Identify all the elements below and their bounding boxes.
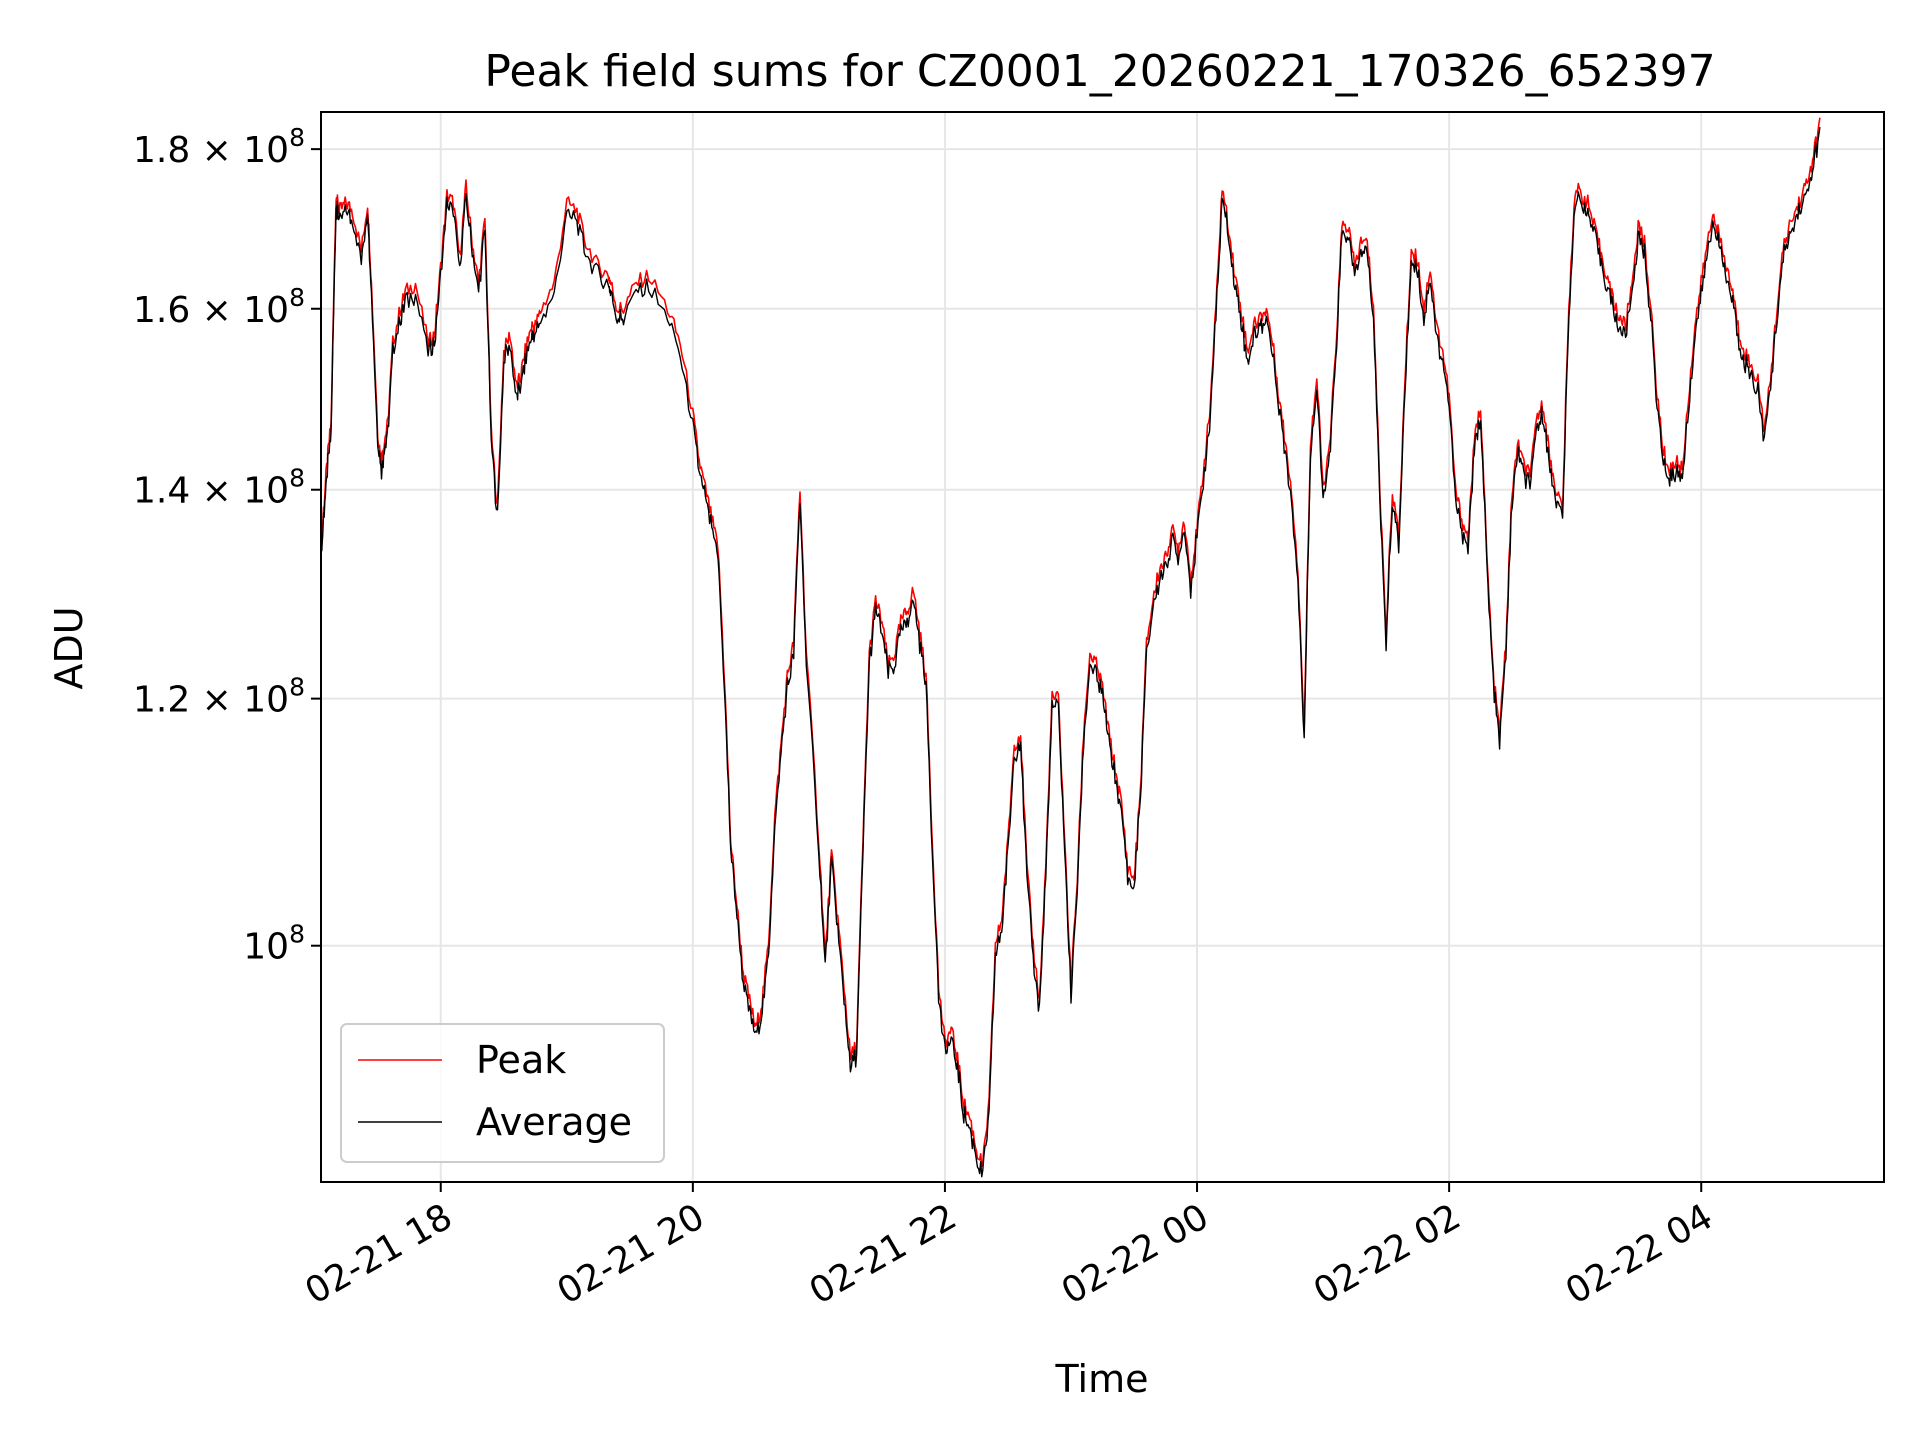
- legend-label-average: Average: [476, 1100, 632, 1144]
- series-layer: [320, 117, 1821, 1178]
- chart-title: Peak field sums for CZ0001_20260221_1703…: [484, 46, 1715, 97]
- gridlines: [321, 112, 1884, 1182]
- plot-frame: [320, 111, 1885, 1183]
- series-peak-line: [320, 117, 1821, 1168]
- y-tick-label: 1.8 × 108: [133, 123, 305, 171]
- legend: Peak Average: [340, 1023, 665, 1163]
- series-average-line: [320, 127, 1821, 1178]
- legend-label-peak: Peak: [476, 1038, 566, 1082]
- y-tick-label: 1.6 × 108: [133, 283, 305, 331]
- y-axis: 108 1.2 × 108 1.4 × 108 1.6 × 108 1.8 × 108: [133, 123, 321, 968]
- y-tick-label: 108: [243, 920, 305, 968]
- x-axis-label: Time: [1055, 1357, 1149, 1401]
- y-tick-label: 1.2 × 108: [133, 673, 305, 721]
- y-axis-label: ADU: [47, 606, 91, 689]
- y-tick-label: 1.4 × 108: [133, 464, 305, 512]
